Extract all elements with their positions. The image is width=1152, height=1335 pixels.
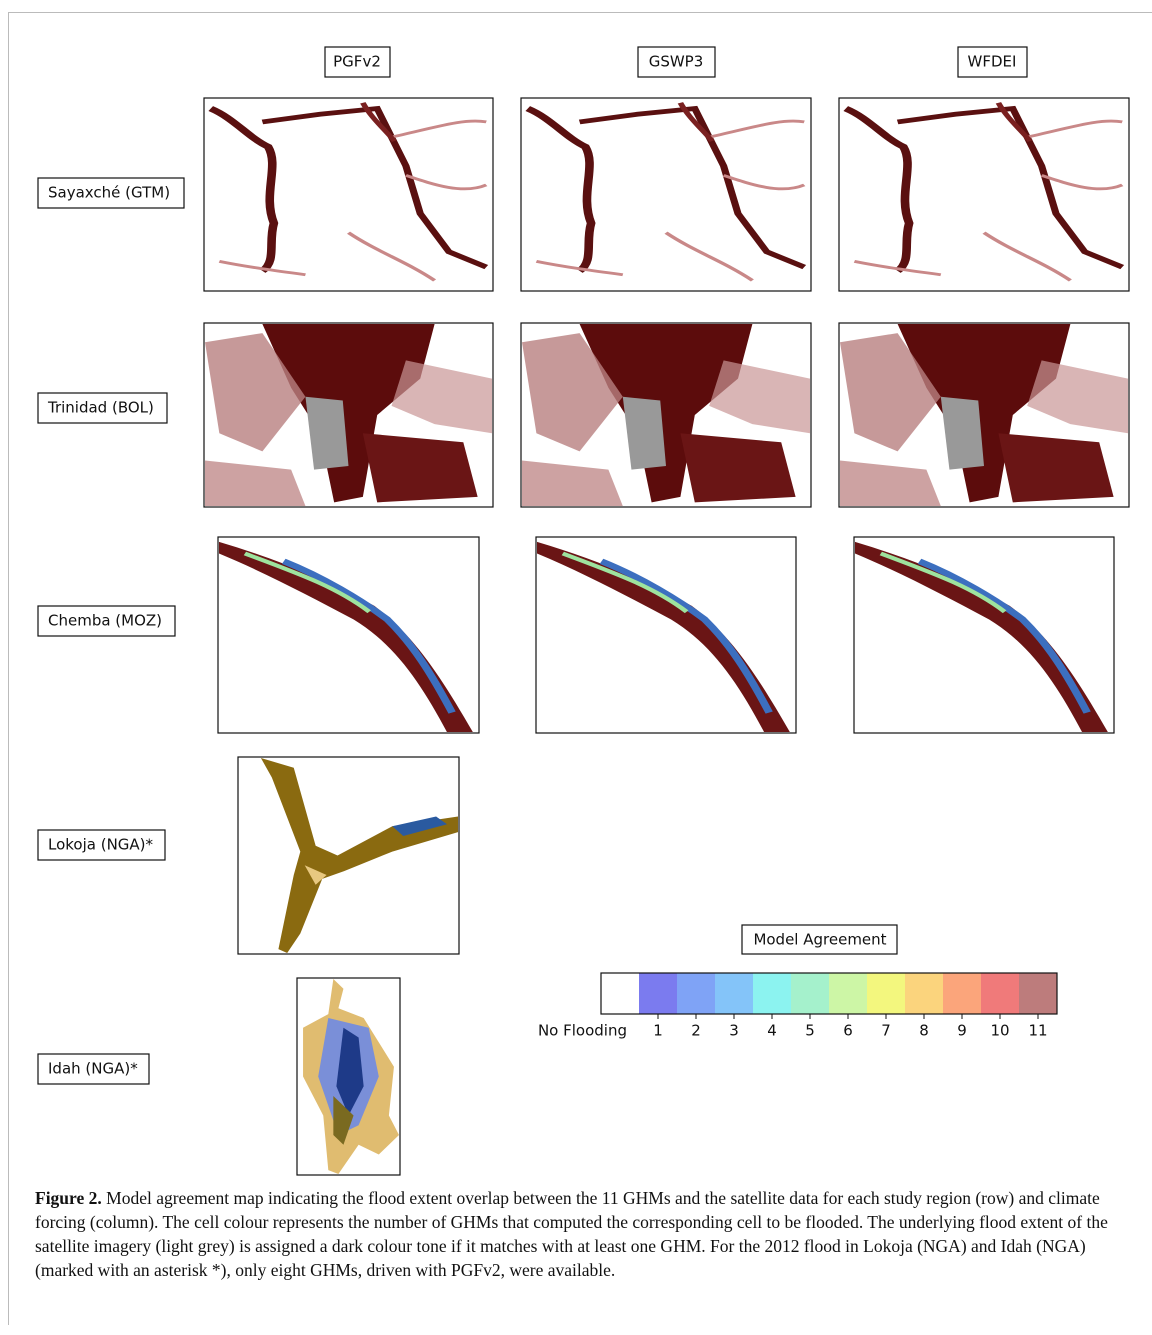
legend-swatch	[867, 973, 905, 1014]
legend-swatch	[943, 973, 981, 1014]
column-label: WFDEI	[968, 53, 1017, 71]
legend-label: 10	[990, 1022, 1009, 1040]
legend-swatch	[753, 973, 791, 1014]
column-label-box	[957, 46, 1028, 78]
row-label-box	[37, 1053, 150, 1085]
legend-swatch	[601, 973, 639, 1014]
map-frame	[520, 97, 812, 292]
caption-text: Model agreement map indicating the flood…	[35, 1188, 1108, 1280]
column-labels: PGFv2 GSWP3 WFDEI	[324, 46, 1028, 78]
legend-label: 8	[919, 1022, 929, 1040]
column-label: GSWP3	[649, 53, 704, 71]
legend-border	[600, 972, 1058, 1015]
row-label: Lokoja (NGA)*	[48, 836, 154, 854]
column-label: PGFv2	[333, 53, 381, 71]
caption-label: Figure 2.	[35, 1188, 102, 1208]
row-label: Trinidad (BOL)	[47, 399, 154, 417]
legend-label: 11	[1028, 1022, 1047, 1040]
legend-label: 5	[805, 1022, 815, 1040]
row-label: Sayaxché (GTM)	[48, 184, 170, 202]
legend-title-box	[741, 924, 898, 955]
legend-label: 2	[691, 1022, 701, 1040]
figure-frame	[8, 12, 1152, 1325]
row-label-box	[37, 392, 168, 424]
legend-label: 9	[957, 1022, 967, 1040]
legend-label: 3	[729, 1022, 739, 1040]
legend-swatch	[677, 973, 715, 1014]
row-label-box	[37, 177, 185, 209]
caption: Figure 2. Model agreement map indicating…	[35, 1186, 1120, 1282]
maps	[203, 97, 1130, 1176]
map-frame	[838, 97, 1130, 292]
map-frame	[203, 97, 494, 292]
legend-swatch	[715, 973, 753, 1014]
row-label-box	[37, 605, 176, 637]
legend-title: Model Agreement	[753, 931, 886, 949]
legend-label: 6	[843, 1022, 853, 1040]
legend-label: 7	[881, 1022, 891, 1040]
legend: Model Agreement No Flooding 1 2 3 4 5 6 7 8 9 10 11	[538, 924, 1058, 1040]
row-labels: Sayaxché (GTM) Trinidad (BOL) Chemba (MO…	[37, 177, 185, 1085]
column-label-box	[637, 46, 716, 78]
legend-label: No Flooding	[538, 1022, 627, 1040]
legend-swatch	[639, 973, 677, 1014]
legend-label: 4	[767, 1022, 777, 1040]
legend-swatch	[981, 973, 1019, 1014]
legend-label: 1	[653, 1022, 663, 1040]
column-label-box	[324, 46, 391, 78]
legend-swatch	[791, 973, 829, 1014]
legend-swatch	[829, 973, 867, 1014]
legend-swatch	[905, 973, 943, 1014]
row-label: Idah (NGA)*	[48, 1060, 138, 1078]
row-label: Chemba (MOZ)	[48, 612, 162, 630]
row-label-box	[37, 829, 166, 861]
legend-swatch	[1019, 973, 1057, 1014]
